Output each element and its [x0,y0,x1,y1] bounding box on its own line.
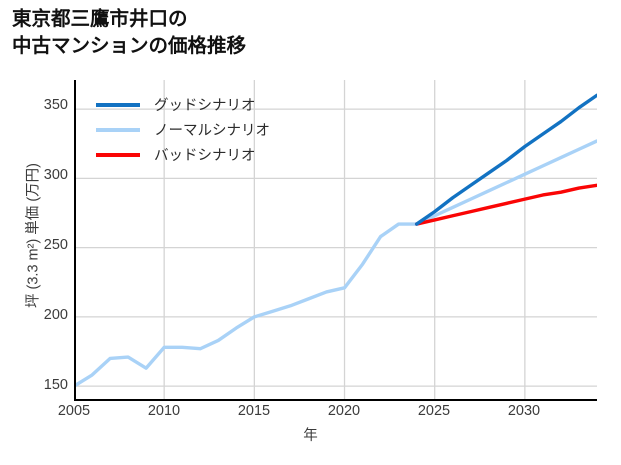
legend-item-bad[interactable]: バッドシナリオ [96,142,346,167]
y-axis-ticks: 150 200 250 300 350 [0,0,68,465]
legend-swatch-bad [96,152,140,157]
y-axis-spine [74,80,76,401]
legend-swatch-normal [96,127,140,132]
legend-label-good: グッドシナリオ [154,98,256,114]
legend: グッドシナリオ ノーマルシナリオ バッドシナリオ [96,92,346,167]
series-line [74,139,597,388]
x-tick-2010: 2010 [147,403,181,419]
x-tick-2020: 2020 [327,403,361,419]
legend-label-normal: ノーマルシナリオ [154,123,270,139]
x-tick-2005: 2005 [57,403,91,419]
series-line [414,183,597,226]
plot-svg [74,80,597,400]
x-axis-spine [74,399,597,401]
x-tick-2030: 2030 [507,403,541,419]
x-tick-2025: 2025 [417,403,451,419]
legend-label-bad: バッドシナリオ [154,148,256,164]
x-axis-label: 年 [303,428,318,444]
series-lines [74,93,597,388]
y-axis-label: 坪 (3.3 m²) 単価 (万円) [25,163,42,308]
y-tick-150: 150 [43,377,68,393]
page-title: 東京都三鷹市井口の 中古マンションの価格推移 [12,8,247,57]
legend-swatch-good [96,102,140,107]
plot-area [74,80,597,400]
y-tick-200: 200 [43,307,68,323]
x-tick-2015: 2015 [237,403,271,419]
y-tick-300: 300 [43,167,68,183]
y-tick-350: 350 [43,97,68,113]
series-line [414,93,597,226]
legend-item-good[interactable]: グッドシナリオ [96,92,346,117]
gridlines [74,80,597,400]
legend-item-normal[interactable]: ノーマルシナリオ [96,117,346,142]
y-tick-250: 250 [43,237,68,253]
